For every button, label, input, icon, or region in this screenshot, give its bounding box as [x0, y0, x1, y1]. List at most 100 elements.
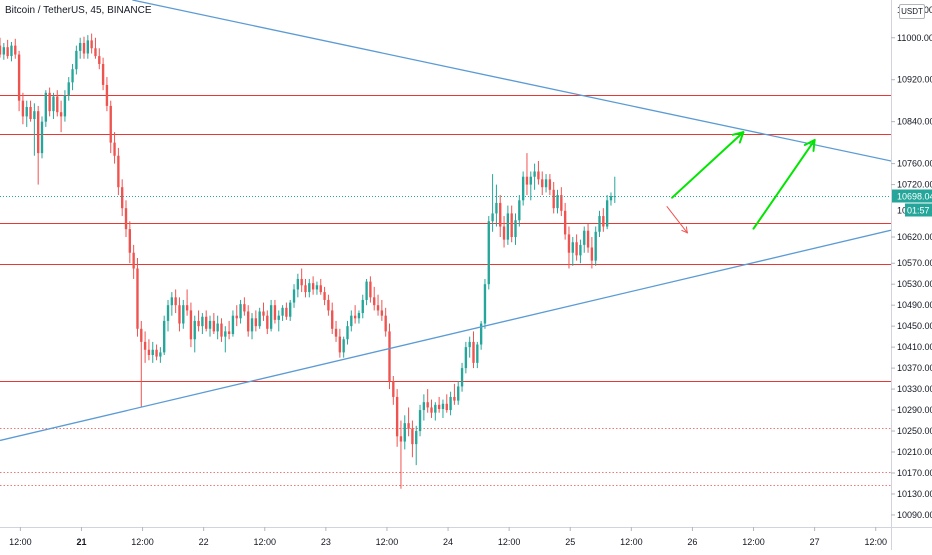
candle-up: [598, 216, 601, 232]
candle-down: [189, 310, 193, 340]
time-tick-label: 12:00: [131, 537, 154, 547]
candle-up: [594, 231, 597, 261]
candle-down: [369, 281, 372, 298]
candle-up: [193, 320, 196, 340]
candle-down: [334, 328, 338, 337]
candle-down: [178, 305, 181, 324]
candle-down: [235, 315, 238, 319]
candle-up: [63, 95, 67, 117]
candle-down: [136, 268, 139, 329]
candle-down: [6, 47, 9, 57]
candle-up: [476, 344, 479, 363]
candle-up: [460, 368, 464, 387]
currency-button[interactable]: USDT: [899, 4, 925, 19]
candle-down: [17, 54, 21, 101]
candle-up: [506, 213, 510, 240]
candle-down: [380, 310, 384, 316]
candle-up: [292, 289, 296, 303]
candle-down: [266, 315, 269, 329]
candle-up: [258, 311, 261, 327]
candle-up: [277, 315, 280, 320]
candle-up: [52, 96, 55, 112]
candle-down: [304, 285, 307, 293]
candle-up: [613, 196, 616, 198]
price-tick-label: 10210.00: [897, 447, 932, 457]
candle-down: [376, 305, 380, 311]
candle-down: [147, 349, 151, 356]
candle-down: [407, 423, 410, 429]
candle-down: [353, 315, 357, 319]
candle-up: [457, 386, 460, 401]
candle-up: [296, 278, 300, 290]
candle-down: [575, 242, 578, 256]
candle-down: [273, 305, 277, 320]
candle-up: [483, 284, 487, 324]
price-tick-label: 10370.00: [897, 363, 932, 373]
candle-up: [315, 285, 319, 290]
candle-down: [411, 428, 414, 445]
candle-up: [579, 244, 582, 256]
candle-up: [441, 403, 445, 410]
candle-up: [2, 47, 6, 55]
time-tick-label: 24: [443, 537, 453, 547]
candle-down: [548, 179, 552, 190]
candle-down: [563, 210, 567, 235]
candle-up: [365, 281, 368, 300]
price-tick-label: 11000.00: [897, 33, 932, 43]
candle-up: [44, 92, 48, 122]
candle-up: [583, 230, 586, 245]
time-tick-label: 12:00: [742, 537, 765, 547]
trendline: [132, 0, 891, 162]
candle-up: [422, 402, 426, 411]
candle-up: [67, 82, 70, 96]
candle-down: [48, 92, 51, 112]
candle-down: [101, 63, 105, 85]
candle-down: [132, 252, 135, 269]
candle-down: [56, 96, 59, 113]
candle-up: [491, 213, 494, 222]
time-tick-label: 23: [321, 537, 331, 547]
time-tick-label: 12:00: [620, 537, 643, 547]
plot-area: [0, 0, 891, 489]
candle-up: [350, 315, 353, 327]
candle-up: [605, 200, 609, 227]
candle-up: [33, 111, 36, 120]
price-tick-label: 10570.00: [897, 258, 932, 268]
candle-down: [212, 320, 216, 332]
candle-down: [105, 84, 109, 106]
candle-down: [399, 436, 403, 442]
time-tick-label: 22: [199, 537, 209, 547]
candle-up: [357, 313, 361, 319]
red-arrow: [666, 206, 688, 234]
candle-down: [384, 315, 387, 332]
candle-down: [174, 297, 177, 306]
candle-down: [94, 48, 97, 57]
candle-down: [373, 297, 376, 306]
candle-down: [82, 42, 86, 54]
candle-down: [124, 208, 128, 230]
time-tick-label: 26: [687, 537, 697, 547]
candle-down: [98, 56, 101, 64]
price-tick-label: 10920.00: [897, 75, 932, 85]
candle-down: [472, 341, 475, 363]
candle-up: [487, 221, 490, 285]
countdown-prefix: 106: [897, 206, 912, 216]
current-price-tag: [892, 189, 932, 203]
candle-up: [182, 305, 185, 324]
candle-up: [10, 45, 13, 57]
candle-down: [602, 216, 605, 227]
candle-down: [29, 106, 32, 120]
candle-down: [311, 283, 315, 290]
price-tick-label: 10130.00: [897, 489, 932, 499]
candle-up: [216, 323, 219, 332]
time-tick-label: 12:00: [498, 537, 521, 547]
candle-up: [151, 349, 154, 356]
candle-up: [361, 299, 364, 314]
candle-up: [609, 196, 613, 201]
candle-down: [21, 100, 25, 117]
candle-down: [197, 320, 200, 327]
candle-up: [163, 320, 166, 353]
time-tick-label: 12:00: [376, 537, 399, 547]
